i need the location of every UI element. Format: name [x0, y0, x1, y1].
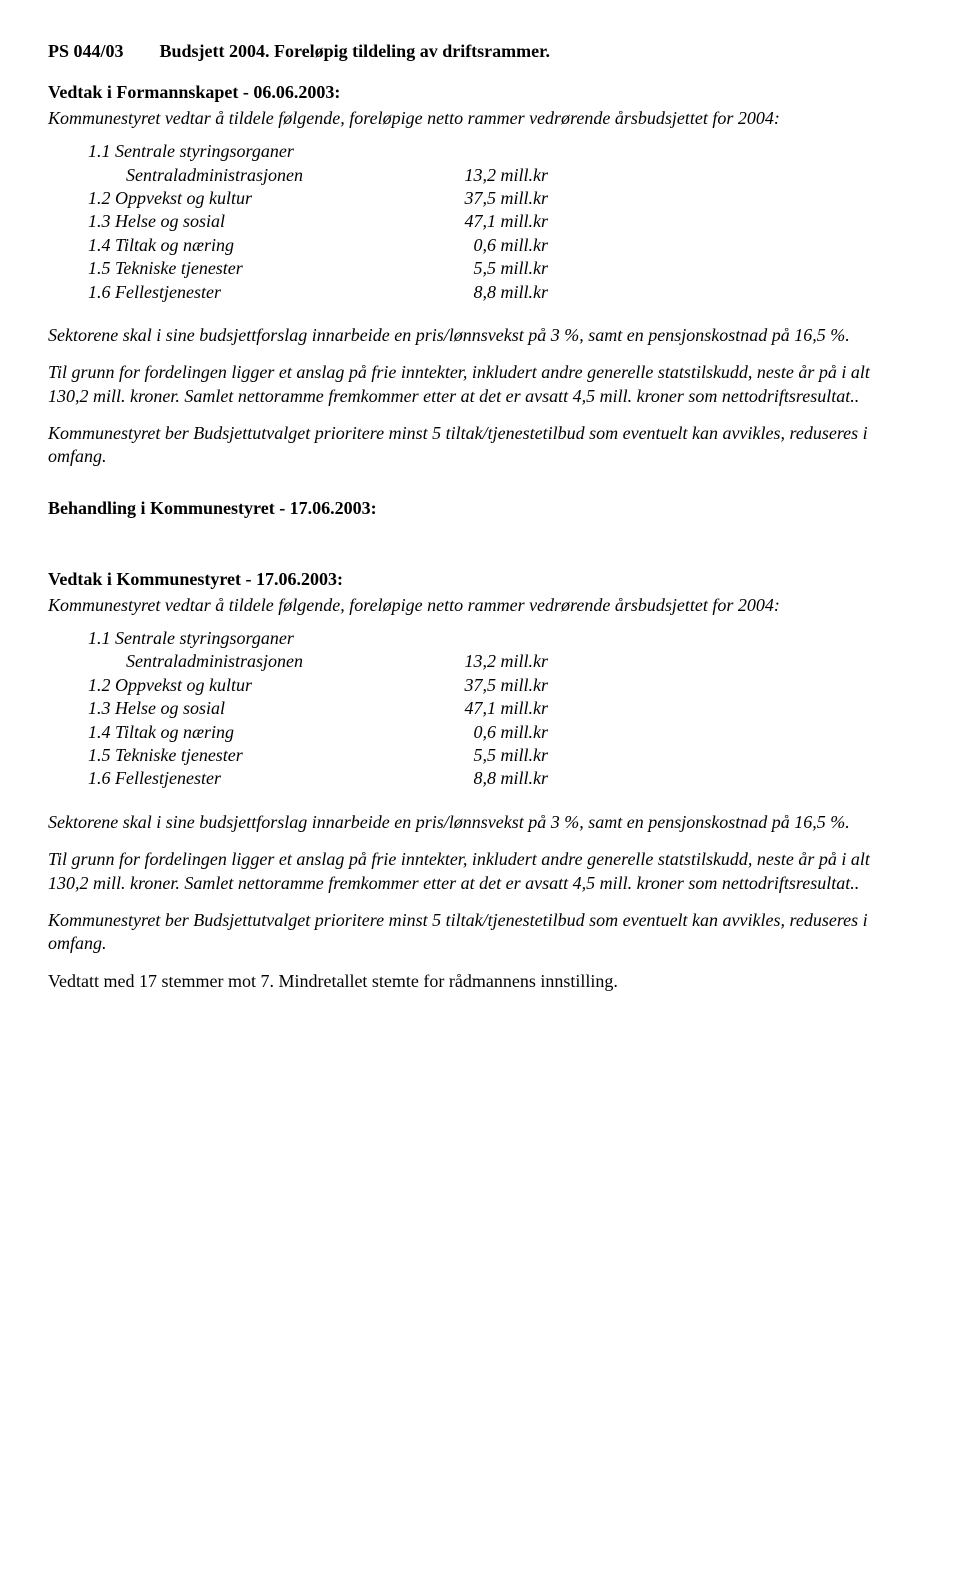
paragraph-sektorene-2: Sektorene skal i sine budsjettforslag in… [48, 811, 912, 834]
vedtak-formannskapet-intro: Kommunestyret vedtar å tildele følgende,… [48, 107, 912, 130]
paragraph-budsjettutvalget-2: Kommunestyret ber Budsjettutvalget prior… [48, 909, 912, 956]
paragraph-sektorene: Sektorene skal i sine budsjettforslag in… [48, 324, 912, 347]
budget-row: 1.2 Oppvekst og kultur 37,5 mill.kr [88, 674, 912, 697]
budget-value: 47,1 mill.kr [438, 210, 548, 233]
budget-table-1: 1.1 Sentrale styringsorganer Sentraladmi… [88, 140, 912, 304]
budget-row: Sentraladministrasjonen 13,2 mill.kr [88, 650, 912, 673]
budget-row: 1.4 Tiltak og næring 0,6 mill.kr [88, 234, 912, 257]
budget-sublabel: Sentraladministrasjonen [126, 650, 438, 673]
vedtak-kommunestyret-heading: Vedtak i Kommunestyret - 17.06.2003: [48, 568, 912, 591]
budget-value: 5,5 mill.kr [438, 257, 548, 280]
budget-row: 1.4 Tiltak og næring 0,6 mill.kr [88, 721, 912, 744]
budget-value: 47,1 mill.kr [438, 697, 548, 720]
budget-sublabel: Sentraladministrasjonen [126, 164, 438, 187]
budget-label: 1.2 Oppvekst og kultur [88, 674, 438, 697]
budget-value: 13,2 mill.kr [438, 164, 548, 187]
behandling-heading: Behandling i Kommunestyret - 17.06.2003: [48, 497, 912, 520]
budget-label: 1.1 Sentrale styringsorganer [88, 140, 438, 163]
budget-row: Sentraladministrasjonen 13,2 mill.kr [88, 164, 912, 187]
budget-label: 1.6 Fellestjenester [88, 767, 438, 790]
budget-label: 1.3 Helse og sosial [88, 210, 438, 233]
budget-row: 1.2 Oppvekst og kultur 37,5 mill.kr [88, 187, 912, 210]
budget-table-2: 1.1 Sentrale styringsorganer Sentraladmi… [88, 627, 912, 791]
budget-label: 1.2 Oppvekst og kultur [88, 187, 438, 210]
paragraph-fordelingen-2: Til grunn for fordelingen ligger et ansl… [48, 848, 912, 895]
budget-label: 1.5 Tekniske tjenester [88, 744, 438, 767]
budget-label: 1.4 Tiltak og næring [88, 234, 438, 257]
vedtak-kommunestyret-intro: Kommunestyret vedtar å tildele følgende,… [48, 594, 912, 617]
budget-value: 13,2 mill.kr [438, 650, 548, 673]
budget-value: 0,6 mill.kr [438, 721, 548, 744]
budget-label: 1.6 Fellestjenester [88, 281, 438, 304]
budget-row: 1.1 Sentrale styringsorganer [88, 140, 912, 163]
budget-label: 1.5 Tekniske tjenester [88, 257, 438, 280]
budget-value: 5,5 mill.kr [438, 744, 548, 767]
budget-value: 37,5 mill.kr [438, 187, 548, 210]
budget-value: 8,8 mill.kr [438, 281, 548, 304]
budget-row: 1.5 Tekniske tjenester 5,5 mill.kr [88, 744, 912, 767]
budget-row: 1.3 Helse og sosial 47,1 mill.kr [88, 210, 912, 233]
final-vote-line: Vedtatt med 17 stemmer mot 7. Mindretall… [48, 970, 912, 993]
case-number: PS 044/03 [48, 40, 124, 63]
document-title-row: PS 044/03 Budsjett 2004. Foreløpig tilde… [48, 40, 912, 63]
budget-row: 1.3 Helse og sosial 47,1 mill.kr [88, 697, 912, 720]
case-title: Budsjett 2004. Foreløpig tildeling av dr… [160, 40, 550, 63]
budget-label: 1.4 Tiltak og næring [88, 721, 438, 744]
budget-value: 8,8 mill.kr [438, 767, 548, 790]
budget-label: 1.1 Sentrale styringsorganer [88, 627, 438, 650]
paragraph-fordelingen: Til grunn for fordelingen ligger et ansl… [48, 361, 912, 408]
budget-row: 1.1 Sentrale styringsorganer [88, 627, 912, 650]
budget-label: 1.3 Helse og sosial [88, 697, 438, 720]
vedtak-formannskapet-heading: Vedtak i Formannskapet - 06.06.2003: [48, 81, 912, 104]
budget-value: 37,5 mill.kr [438, 674, 548, 697]
budget-row: 1.6 Fellestjenester 8,8 mill.kr [88, 767, 912, 790]
budget-row: 1.6 Fellestjenester 8,8 mill.kr [88, 281, 912, 304]
budget-row: 1.5 Tekniske tjenester 5,5 mill.kr [88, 257, 912, 280]
budget-value: 0,6 mill.kr [438, 234, 548, 257]
paragraph-budsjettutvalget: Kommunestyret ber Budsjettutvalget prior… [48, 422, 912, 469]
